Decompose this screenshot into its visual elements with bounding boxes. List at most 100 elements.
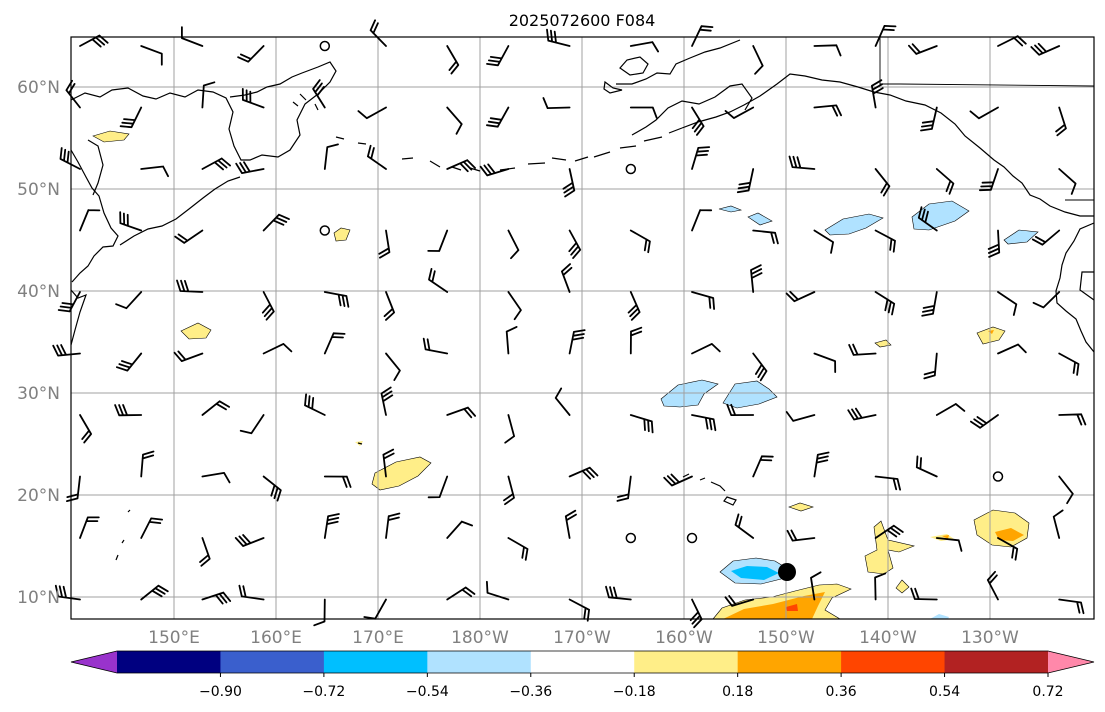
wind-barb <box>691 343 721 355</box>
wind-barb <box>813 451 830 478</box>
colorbar <box>70 650 1095 677</box>
wind-barb <box>140 517 163 539</box>
wind-barb <box>313 598 326 627</box>
wind-barb <box>1058 352 1080 376</box>
lat-label: 40°N <box>17 282 60 302</box>
wind-barb <box>304 393 326 416</box>
wind-barb <box>367 144 387 170</box>
wind-barb <box>369 19 387 47</box>
wind-barb <box>724 595 755 607</box>
wind-barb <box>116 352 143 372</box>
wind-barb <box>507 229 520 260</box>
lon-label: 140°W <box>859 628 917 648</box>
wind-barb <box>689 598 703 629</box>
wind-barb <box>663 473 693 487</box>
storm-center-marker <box>778 563 796 581</box>
wind-barb <box>1058 475 1074 505</box>
wind-barb <box>446 45 460 75</box>
wind-barb <box>546 28 571 47</box>
colorbar-tick-label: 0.54 <box>929 684 960 700</box>
wind-barb <box>1055 106 1067 137</box>
wind-barb <box>848 343 877 356</box>
wind-barb <box>752 229 779 245</box>
wind-barb <box>201 157 231 171</box>
colorbar-segment <box>220 651 325 673</box>
wind-barb <box>507 291 522 321</box>
wind-barb <box>119 106 143 129</box>
wind-barb <box>921 291 938 317</box>
colorbar-segment <box>634 651 739 673</box>
wind-barb <box>847 407 877 421</box>
calm-wind-circles <box>319 40 1004 544</box>
wind-barb <box>997 291 1018 316</box>
wind-barb <box>446 406 476 419</box>
wind-barb <box>66 475 81 502</box>
wind-barb <box>788 155 816 170</box>
wind-barb <box>241 88 265 109</box>
wind-barb <box>323 291 350 308</box>
lon-label: 150°W <box>757 628 815 648</box>
wind-barb <box>874 475 901 491</box>
wind-barb <box>201 472 231 484</box>
wind-barb <box>201 591 232 605</box>
colorbar-extension-low <box>71 651 117 673</box>
wind-barb <box>813 104 842 117</box>
colorbar-tick-label: −0.90 <box>199 684 242 700</box>
wind-barb <box>140 165 169 178</box>
lon-label: 160°E <box>250 628 302 648</box>
wind-barb <box>79 34 109 48</box>
wind-barb <box>428 268 449 293</box>
colorbar-tick-label: −0.54 <box>406 684 449 700</box>
coastlines <box>70 39 1095 561</box>
colorbar-segment <box>944 651 1049 673</box>
wind-barb <box>810 571 822 601</box>
wind-barb <box>1058 413 1087 426</box>
wind-barb <box>427 475 449 499</box>
wind-barb <box>568 229 582 259</box>
wind-barb <box>920 106 938 132</box>
wind-barb <box>57 291 81 313</box>
lat-label: 10°N <box>17 588 60 608</box>
wind-barb <box>323 143 339 170</box>
wind-barb <box>629 414 654 434</box>
wind-barb <box>908 43 938 55</box>
calm-wind-circle <box>319 40 331 52</box>
wind-barb <box>385 512 401 539</box>
wind-barb <box>629 229 651 254</box>
wind-barb <box>59 147 81 170</box>
wind-barb <box>785 411 816 422</box>
wind-barb <box>422 337 449 355</box>
wind-barb <box>542 97 571 109</box>
wind-barb <box>554 387 571 416</box>
wind-barb <box>568 466 599 480</box>
colorbar-tick-label: −0.36 <box>509 684 552 700</box>
wind-barb <box>237 45 265 63</box>
lat-label: 20°N <box>17 486 60 506</box>
wind-barb <box>239 414 265 435</box>
wind-barb <box>750 264 763 293</box>
wind-barb <box>1058 168 1077 195</box>
colorbar-tick-label: 0.18 <box>722 684 753 700</box>
colorbar-tick-label: 0.72 <box>1032 684 1063 700</box>
wind-barb <box>734 513 755 539</box>
wind-barb <box>752 455 774 478</box>
colorbar-segment <box>841 651 946 673</box>
wind-barb <box>1032 291 1061 309</box>
wind-barb <box>564 509 577 539</box>
wind-barb <box>140 584 169 601</box>
wind-barb <box>874 25 897 47</box>
wind-barb <box>427 229 449 252</box>
wind-barb <box>383 291 395 321</box>
wind-barb <box>874 572 887 601</box>
wind-barb <box>234 534 265 547</box>
wind-barb <box>199 537 211 567</box>
wind-barb <box>910 587 938 601</box>
colorbar-tick-labels: −0.90 −0.72 −0.54 −0.36 −0.18 0.18 0.36 0.54 0.7… <box>199 684 1064 700</box>
wind-barb <box>505 326 518 355</box>
wind-barb <box>874 291 896 316</box>
wind-barb <box>52 344 81 357</box>
wind-barb <box>923 352 938 380</box>
wind-barb <box>382 448 395 478</box>
wind-barb <box>446 159 476 173</box>
wind-barb <box>874 229 896 253</box>
